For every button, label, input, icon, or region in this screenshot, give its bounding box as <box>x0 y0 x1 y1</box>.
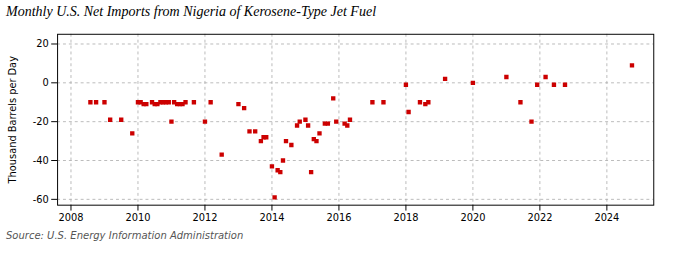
svg-text:-60: -60 <box>33 193 49 204</box>
svg-text:-20: -20 <box>33 116 49 127</box>
svg-text:Thousand Barrels per Day: Thousand Barrels per Day <box>7 56 18 185</box>
svg-text:2020: 2020 <box>460 212 485 223</box>
html-text:Source: U.S. Energy Informatio: Source: U.S. Energy Information Administ… <box>6 230 244 242</box>
svg-text:2014: 2014 <box>259 212 284 223</box>
svg-text:2008: 2008 <box>58 212 83 223</box>
svg-text:2016: 2016 <box>326 212 351 223</box>
svg-text:2024: 2024 <box>594 212 619 223</box>
svg-text:0: 0 <box>42 77 48 88</box>
svg-text:2018: 2018 <box>393 212 418 223</box>
html-text:Monthly U.S. Net Imports from: Monthly U.S. Net Imports from Nigeria of… <box>6 4 376 19</box>
svg-text:2010: 2010 <box>125 212 150 223</box>
svg-text:-40: -40 <box>33 155 49 166</box>
svg-text:20: 20 <box>36 38 49 49</box>
svg-text:2022: 2022 <box>527 212 552 223</box>
svg-text:2012: 2012 <box>192 212 217 223</box>
